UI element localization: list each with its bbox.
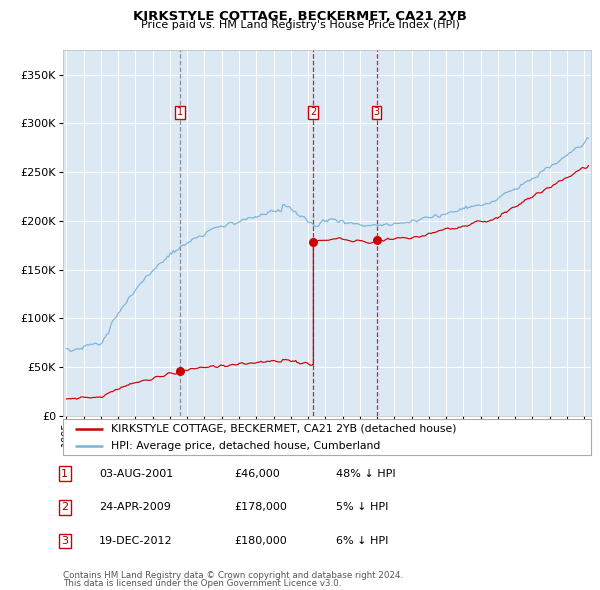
Text: HPI: Average price, detached house, Cumberland: HPI: Average price, detached house, Cumb… [110,441,380,451]
Text: 1: 1 [177,107,183,117]
Text: 48% ↓ HPI: 48% ↓ HPI [336,469,395,478]
Text: 2: 2 [61,503,68,512]
Text: £46,000: £46,000 [234,469,280,478]
Text: 24-APR-2009: 24-APR-2009 [99,503,171,512]
Text: £180,000: £180,000 [234,536,287,546]
Text: 3: 3 [373,107,380,117]
Text: £178,000: £178,000 [234,503,287,512]
Text: 19-DEC-2012: 19-DEC-2012 [99,536,173,546]
Text: Contains HM Land Registry data © Crown copyright and database right 2024.: Contains HM Land Registry data © Crown c… [63,571,403,579]
Text: KIRKSTYLE COTTAGE, BECKERMET, CA21 2YB: KIRKSTYLE COTTAGE, BECKERMET, CA21 2YB [133,10,467,23]
Text: 6% ↓ HPI: 6% ↓ HPI [336,536,388,546]
Text: KIRKSTYLE COTTAGE, BECKERMET, CA21 2YB (detached house): KIRKSTYLE COTTAGE, BECKERMET, CA21 2YB (… [110,424,456,434]
Text: 3: 3 [61,536,68,546]
Text: 2: 2 [310,107,316,117]
Text: 03-AUG-2001: 03-AUG-2001 [99,469,173,478]
Text: 1: 1 [61,469,68,478]
Text: This data is licensed under the Open Government Licence v3.0.: This data is licensed under the Open Gov… [63,579,341,588]
Text: Price paid vs. HM Land Registry's House Price Index (HPI): Price paid vs. HM Land Registry's House … [140,20,460,30]
Text: 5% ↓ HPI: 5% ↓ HPI [336,503,388,512]
